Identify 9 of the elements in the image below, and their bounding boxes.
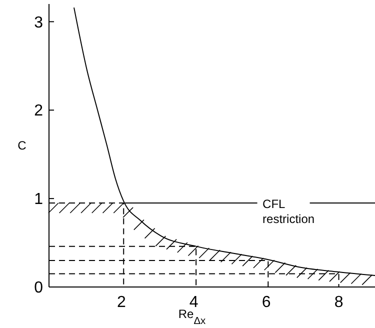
y-tick-label: 0 (34, 280, 44, 297)
y-tick-label: 2 (34, 102, 44, 120)
x-tick-label: 2 (116, 294, 126, 311)
x-tick-label: 8 (334, 294, 344, 311)
annotation: CFL restriction (262, 196, 315, 226)
y-tick-label: 1 (34, 191, 44, 208)
y-axis-title: C (18, 138, 27, 152)
x-tick-label: 6 (262, 294, 271, 311)
y-tick-label: 3 (34, 14, 44, 32)
